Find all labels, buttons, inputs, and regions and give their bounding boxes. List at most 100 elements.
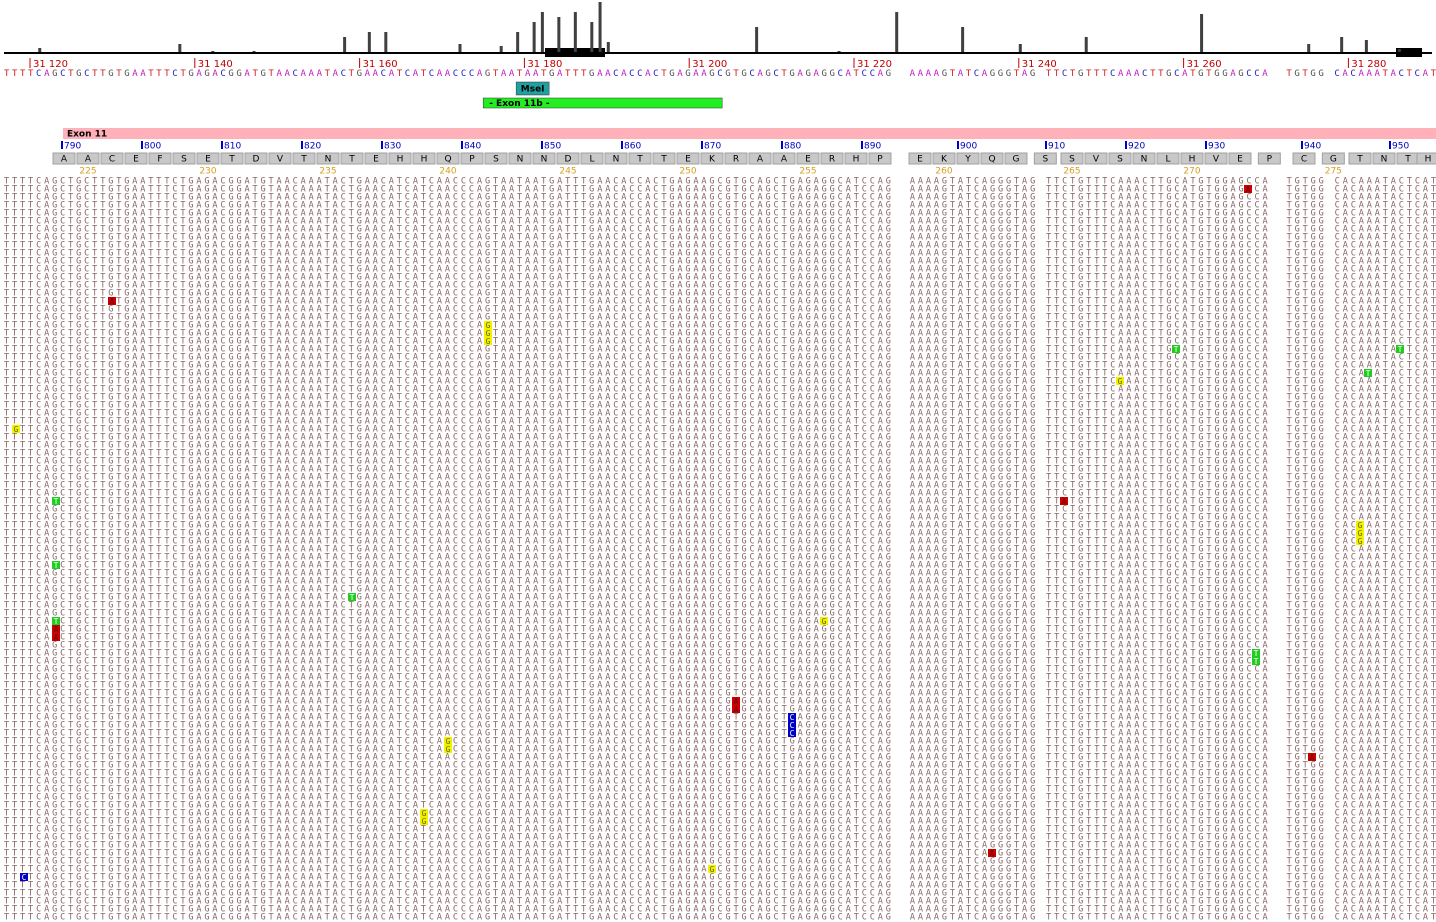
cdna-label: 800 <box>144 142 161 152</box>
residue: T <box>1356 155 1363 165</box>
residue: D <box>565 155 572 165</box>
coverage-bar <box>1340 37 1344 52</box>
residue-number: 255 <box>799 167 816 177</box>
read: TTTTCAGCTGCTTGTGAATTTCTGAGACGGATGTAACAAA… <box>4 897 1436 907</box>
mismatch <box>484 337 492 345</box>
residue: D <box>253 155 260 165</box>
reads-area <box>0 176 1436 922</box>
residue: P <box>1267 155 1273 165</box>
mismatch-base: G <box>14 425 19 434</box>
mismatch <box>1252 649 1260 657</box>
read: TTTTCAGCTGCTTGTGAATTTCTGAGACGGATGTAACAAA… <box>4 729 1436 739</box>
read: TTTTCAGCTGCTTGTGAATTTCTGAGACGGATGTAACAAA… <box>4 273 1436 283</box>
residue-number: 265 <box>1063 167 1080 177</box>
feature-label: MseI <box>521 85 545 95</box>
mismatch-base: A <box>1246 185 1251 194</box>
residue: S <box>181 155 187 165</box>
residue: Q <box>444 155 451 165</box>
residue: E <box>805 155 811 165</box>
read: TTTTCAGCTGCTTGTGAATTTCTGAGACGGATGTAACAAA… <box>4 289 1436 299</box>
read: TTTTCAGCTGCTTGTGAATTTCTGAGACGGATGTAACAAA… <box>4 545 1436 555</box>
feature-box <box>482 97 723 109</box>
residue: P <box>469 155 475 165</box>
read: TTTTCAGCTGCTTGTGAATTTCTGAGACGGATGTAACAAA… <box>4 385 1436 395</box>
residue: T <box>348 155 355 165</box>
mismatch-base: G <box>422 817 427 826</box>
read: TTTTCAGCTGCTTGTGAATTTCTGAGACGGATGTAACAAA… <box>4 217 1436 227</box>
read: TTTTCAGCTGCTTGTGAATTTCTGAGACGGATGTAACAAA… <box>4 393 1436 403</box>
coverage-bar <box>573 12 577 52</box>
mismatch-base: G <box>446 745 451 754</box>
residue-number: 240 <box>439 167 456 177</box>
mismatch <box>788 721 796 729</box>
residue-number: 235 <box>319 167 336 177</box>
read: TTTTCAGCTGCTTGTGAATTTCTGAGACGGATGTAACAAA… <box>4 625 1436 635</box>
residue-number: 250 <box>679 167 696 177</box>
coverage-bar <box>598 2 602 52</box>
read: TTTTCAGCTGCTTGTGAATTTCTGAGACGGATGTAACAAA… <box>4 841 1436 851</box>
mismatch-base: G <box>1358 537 1363 546</box>
mismatch-base: G <box>486 321 491 330</box>
read: TTTTCAGCTGCTTGTGAATTTCTGAGACGGATGTAACAAA… <box>4 193 1436 203</box>
mismatch-base: T <box>1254 657 1259 666</box>
read: TTTTCAGCTGCTTGTGAATTTCTGAGACGGATGTAACAAA… <box>4 481 1436 491</box>
coverage-bar <box>1084 37 1088 52</box>
ruler-label: 31 160 <box>363 59 398 70</box>
mismatch-base: A <box>734 705 739 714</box>
read: TTTTCAGCTGCTTGTGAATTTCTGAGACGGATGTAACAAA… <box>4 345 1436 355</box>
read: TTTTCAGCTGCTTGTGAATTTCTGAGACGGATGTAACAAA… <box>4 401 1436 411</box>
residue-box <box>604 152 628 165</box>
feature-box <box>515 81 550 96</box>
cdna-label: 890 <box>864 142 881 152</box>
cdna-label: 930 <box>1208 142 1225 152</box>
residue: T <box>1404 155 1411 165</box>
read: TTTTCAGCTGCTTGTGAATTTCTGAGACGGATGTAACAAA… <box>4 913 1436 922</box>
residue: A <box>85 155 92 165</box>
mismatch-base: C <box>790 721 795 730</box>
residue: T <box>660 155 667 165</box>
residue-number: 225 <box>79 167 96 177</box>
residue-box <box>748 152 772 165</box>
residue-box <box>1180 152 1204 165</box>
read: TTTTCAGCTGCTTGTGAATTTCTGAGACGGATGTAACAAA… <box>4 449 1436 459</box>
mismatch <box>12 425 20 433</box>
residue-box <box>1132 152 1156 165</box>
coverage-bar <box>1307 44 1311 52</box>
residue-box <box>1033 152 1057 165</box>
ruler-label: 31 180 <box>527 59 562 70</box>
read: TTTTCAGCTGCTTGTGAATTTCTGAGACGGATGTAACAAA… <box>4 249 1436 259</box>
mismatch-base: T <box>1174 345 1179 354</box>
read: TTTTCAGCTGCTTGTGAATTTCTGAGACGGATGTAACAAA… <box>4 337 1436 347</box>
read: TTTTCAGCTGCTTGTGAATTTCTGAGACGGATGTAACAAA… <box>4 593 1436 603</box>
residue-box <box>628 152 652 165</box>
read: TTTTCAGCTGCTTGTGAATTTCTGAGACGGATGTAACAAA… <box>4 825 1436 835</box>
mismatch <box>1116 377 1124 385</box>
read: TTTTCAGCTGCTTGTGAATTTCTGAGACGGATGTAACAAA… <box>4 409 1436 419</box>
residue: N <box>325 155 332 165</box>
coverage-bar <box>895 12 899 52</box>
mismatch-base: T <box>350 593 355 602</box>
cdna-label: 830 <box>384 142 401 152</box>
exon-label: Exon 11 <box>67 130 107 140</box>
read: TTTTCAGCTGCTTGTGAATTTCTGAGACGGATGTAACAAA… <box>4 881 1436 891</box>
read: TTTTCAGCTGCTTGTGAATTTCTGAGACGGATGTAACAAA… <box>4 873 1436 883</box>
read: TTTTCAGCTGCTTGTGAATTTCTGAGACGGATGTAACAAA… <box>4 297 1436 307</box>
read: TTTTCAGCTGCTTGTGAATTTCTGAGACGGATGTAACAAA… <box>4 497 1436 507</box>
residue: T <box>228 155 235 165</box>
read: TTTTCAGCTGCTTGTGAATTTCTGAGACGGATGTAACAAA… <box>4 257 1436 267</box>
residue-box <box>220 152 244 165</box>
read: TTTTCAGCTGCTTGTGAATTTCTGAGACGGATGTAACAAA… <box>4 905 1436 915</box>
residue: E <box>917 155 923 165</box>
mismatch-base: G <box>1118 377 1123 386</box>
read: TTTTCAGCTGCTTGTGAATTTCTGAGACGGATGTAACAAA… <box>4 313 1436 323</box>
read: TTTTCAGCTGCTTGTGAATTTCTGAGACGGATGTAACAAA… <box>4 329 1436 339</box>
coverage-bar <box>837 51 841 52</box>
residue-box <box>340 152 364 165</box>
mismatch <box>1244 185 1252 193</box>
mismatch-base: A <box>1310 753 1315 762</box>
residue-box <box>820 152 844 165</box>
residue: H <box>853 155 860 165</box>
residue: F <box>157 155 162 165</box>
read: TTTTCAGCTGCTTGTGAATTTCTGAGACGGATGTAACAAA… <box>4 585 1436 595</box>
